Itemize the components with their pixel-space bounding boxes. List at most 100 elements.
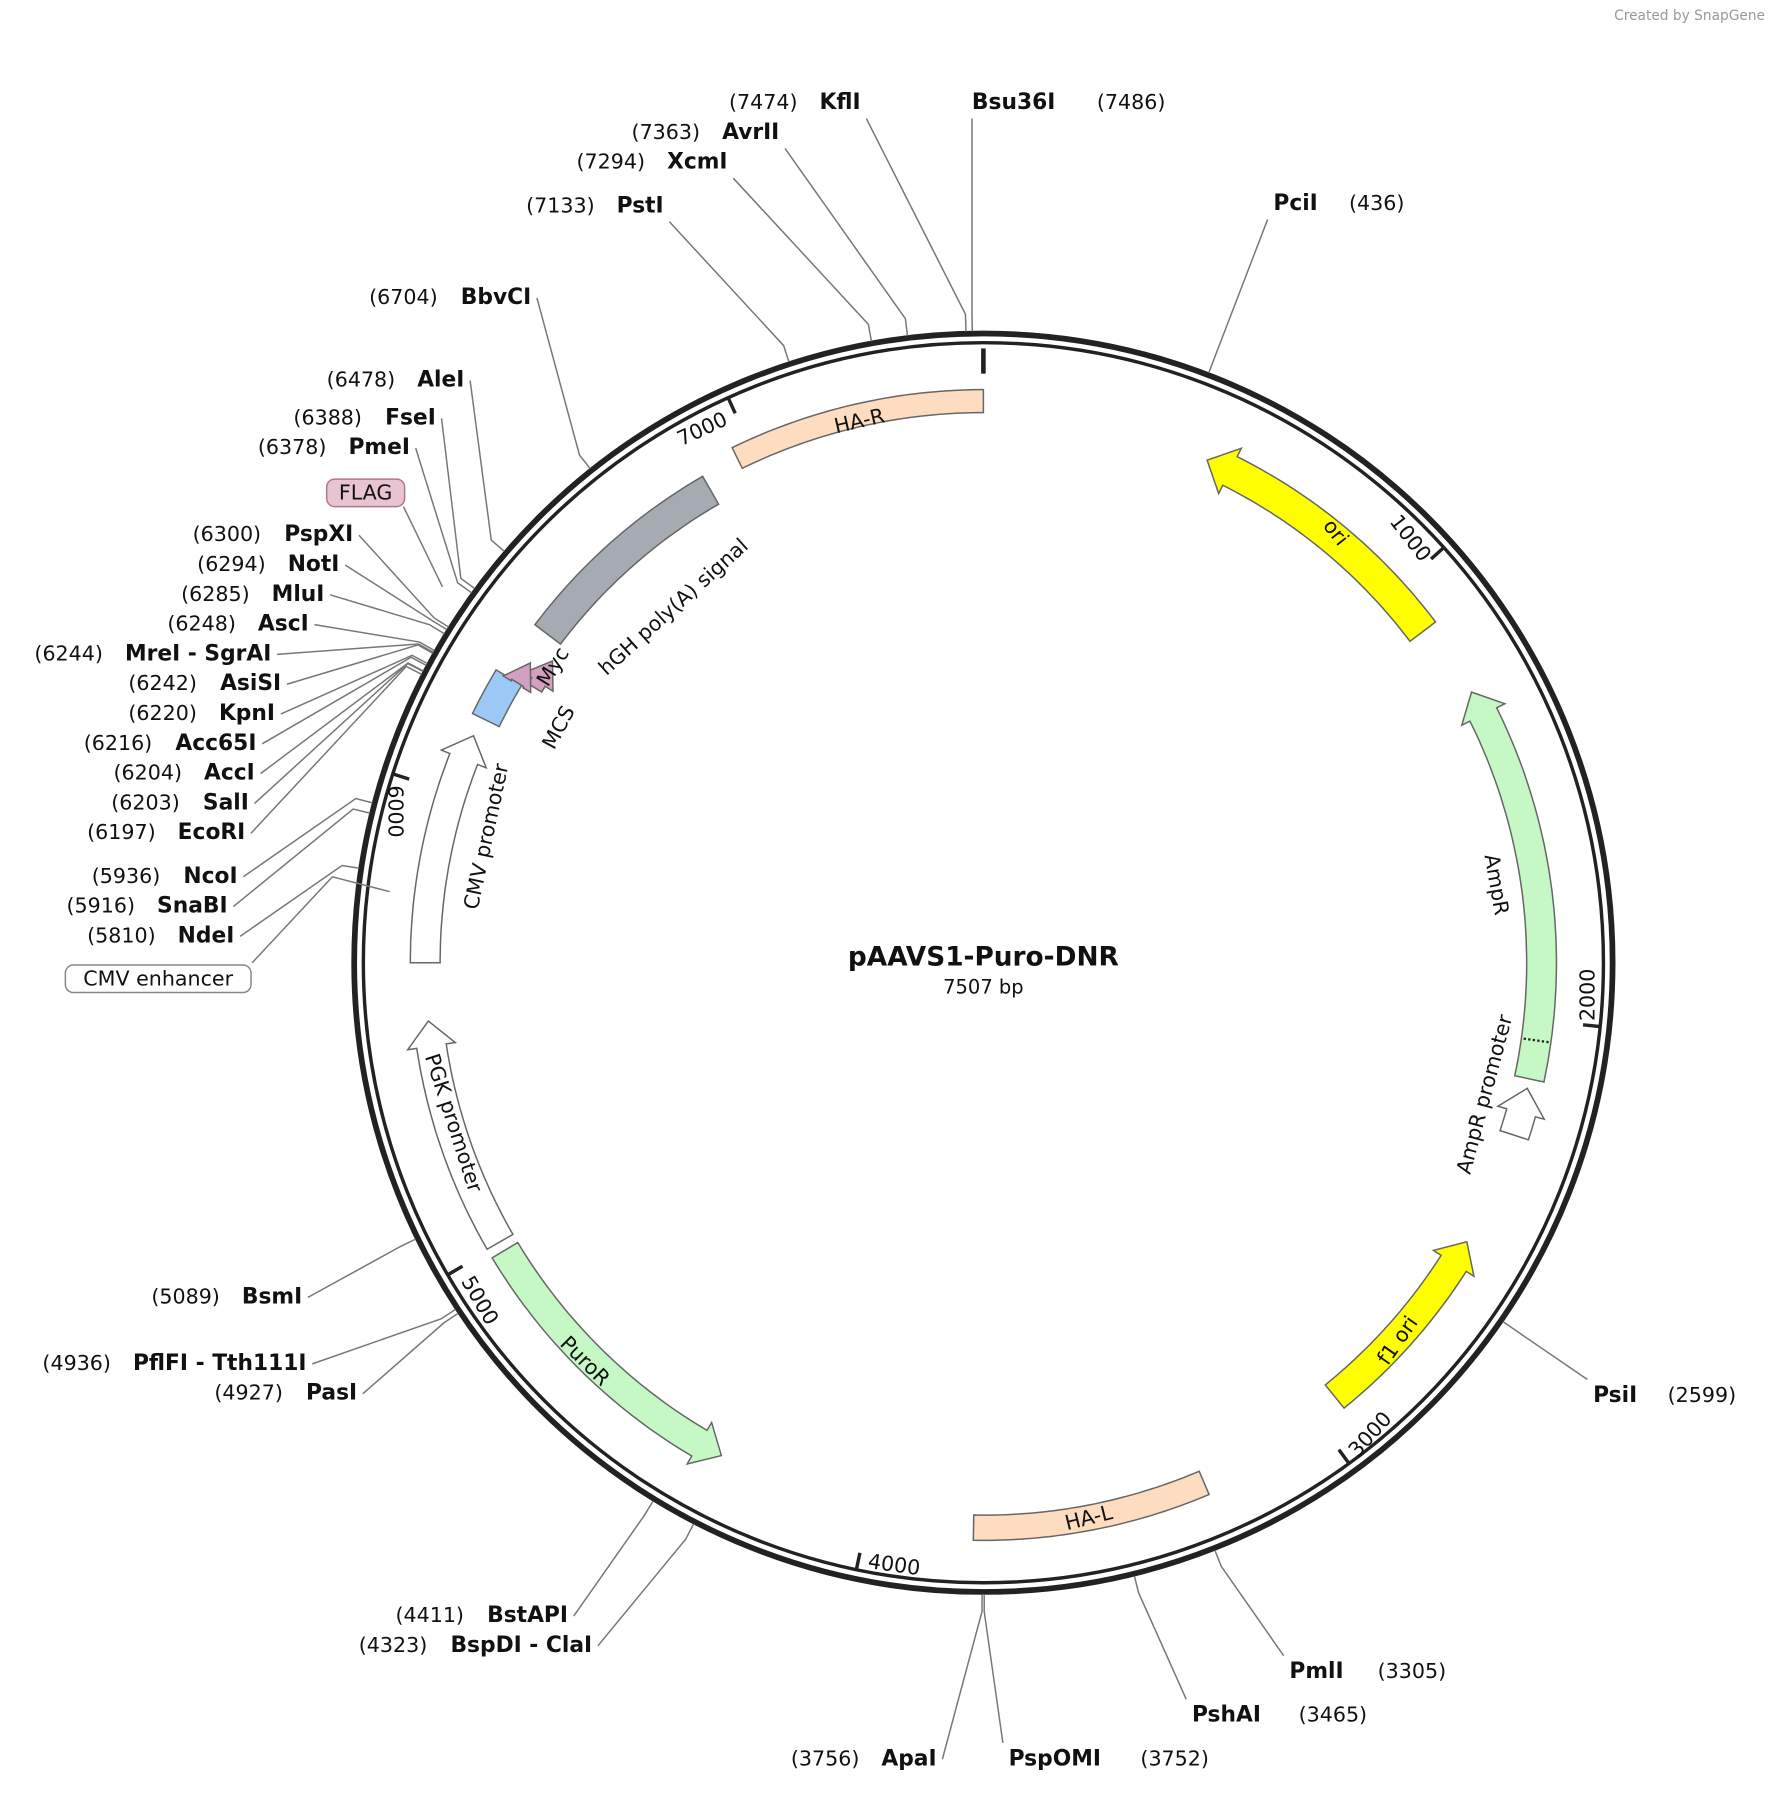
cut-site-line <box>442 418 475 588</box>
cut-site-line <box>363 1313 458 1393</box>
enzyme-label: (4927) PasI <box>214 1381 357 1406</box>
enzyme-name: BsmI <box>242 1284 302 1309</box>
enzyme-position: (2599) <box>1668 1383 1737 1407</box>
watermark: Created by SnapGene <box>1614 8 1765 24</box>
enzyme-label: (6378) PmeI <box>258 435 410 460</box>
enzyme-label: (6216) Acc65I <box>84 731 257 756</box>
enzyme-label: (5810)NdeI <box>87 923 234 948</box>
enzyme-position: (3752) <box>1140 1746 1209 1770</box>
feature-arrow <box>535 476 719 644</box>
enzyme-label: (6294)NotI <box>197 552 339 577</box>
enzyme-label: (6704)BbvCI <box>369 285 531 310</box>
tick-mark <box>393 774 409 779</box>
enzyme-position: (6478) <box>327 368 396 392</box>
enzyme-name: PmeI <box>348 435 410 460</box>
plasmid-name: pAAVS1-Puro-DNR <box>848 943 1119 973</box>
enzyme-position: (6216) <box>84 731 153 755</box>
enzyme-label: (6300)PspXI <box>193 522 354 547</box>
enzyme-name: PflFI - Tth111I <box>133 1351 307 1376</box>
enzyme-position: (6197) <box>87 820 156 844</box>
cut-site-line <box>598 1524 694 1646</box>
enzyme-name: NotI <box>288 552 340 577</box>
enzyme-label: (6197) EcoRI <box>87 820 245 845</box>
enzyme-position: (5916) <box>67 894 136 918</box>
enzyme-name: AleI <box>417 368 464 393</box>
feature-label: MCS <box>537 702 579 753</box>
enzyme-position: (7363) <box>632 120 701 144</box>
enzyme-position: (6204) <box>113 761 182 785</box>
enzyme-name: KpnI <box>219 701 275 726</box>
cut-site-line <box>470 381 504 552</box>
enzyme-position: (5089) <box>151 1284 220 1308</box>
enzyme-label: (4411)BstAPI <box>395 1603 568 1628</box>
cut-site-line <box>277 644 433 654</box>
enzyme-label: (7486)Bsu36I <box>972 90 1165 115</box>
cut-site-line <box>416 448 472 593</box>
tick-label: 6000 <box>383 785 407 837</box>
enzyme-name: SalI <box>203 790 249 815</box>
enzyme-name: AscI <box>258 612 309 637</box>
enzyme-label: (3756)ApaI <box>791 1746 937 1771</box>
enzyme-position: (3305) <box>1378 1659 1447 1683</box>
enzyme-label: (5936)NcoI <box>92 864 238 889</box>
enzyme-position: (6285) <box>181 582 250 606</box>
cut-site-line <box>537 298 590 469</box>
enzyme-position: (6248) <box>167 612 236 636</box>
enzyme-name: XcmI <box>667 150 727 175</box>
enzyme-name: PasI <box>306 1381 357 1406</box>
enzyme-position: (6388) <box>293 405 362 429</box>
feature-arrow <box>492 1242 721 1463</box>
cut-site-line <box>942 1594 982 1759</box>
enzyme-name: Bsu36I <box>972 90 1055 115</box>
enzyme-name: FseI <box>385 405 436 430</box>
enzyme-label: (6244)MreI - SgrAI <box>34 641 271 666</box>
enzyme-name: KflI <box>820 90 861 115</box>
enzyme-name: AvrII <box>722 120 779 145</box>
enzyme-label: (6248) AscI <box>167 612 308 637</box>
feature-label: AmpR <box>1480 852 1514 917</box>
enzyme-name: PspOMI <box>1009 1746 1101 1771</box>
enzyme-label: (7363) AvrII <box>632 120 780 145</box>
cut-site-line <box>330 595 444 634</box>
enzyme-name: BstAPI <box>487 1603 568 1628</box>
enzyme-position: (5810) <box>87 923 156 947</box>
enzyme-position: (6242) <box>128 671 197 695</box>
enzyme-label: (5916) SnaBI <box>67 894 228 919</box>
tick-mark <box>728 398 735 414</box>
enzyme-name: MluI <box>272 582 325 607</box>
cut-site-line <box>243 799 372 877</box>
cut-site-line <box>866 119 966 332</box>
enzyme-name: PmlI <box>1289 1659 1343 1684</box>
cut-site-line <box>733 178 871 341</box>
enzyme-position: (6220) <box>128 701 197 725</box>
enzyme-label: (6478) AleI <box>327 368 465 393</box>
enzyme-label: (2599) PsiI <box>1593 1383 1736 1408</box>
feature-label: HA-L <box>1062 1500 1115 1535</box>
enzyme-label: (5089) BsmI <box>151 1284 302 1309</box>
enzyme-name: PsiI <box>1593 1383 1637 1408</box>
enzyme-name: BspDI - ClaI <box>450 1633 592 1658</box>
enzyme-position: (4927) <box>214 1381 283 1405</box>
feature-arrow <box>1498 1088 1544 1139</box>
enzyme-label: (6203) SalI <box>111 790 249 815</box>
enzyme-name: PshAI <box>1192 1703 1261 1728</box>
enzyme-name: Acc65I <box>175 731 256 756</box>
enzyme-position: (3756) <box>791 1746 860 1770</box>
enzyme-position: (6203) <box>111 790 180 814</box>
enzyme-name: AccI <box>204 761 255 786</box>
enzyme-position: (7474) <box>729 90 798 114</box>
enzyme-label: (7294) XcmI <box>577 150 728 175</box>
enzyme-label: (3752) PspOMI <box>1009 1746 1209 1771</box>
cut-site-line <box>240 866 359 937</box>
enzyme-position: (6704) <box>369 285 438 309</box>
cut-site-line <box>574 1501 653 1616</box>
plasmid-length: 7507 bp <box>943 975 1023 998</box>
cut-site-line <box>785 148 907 335</box>
enzyme-name: EcoRI <box>178 820 246 845</box>
enzyme-name: SnaBI <box>157 894 228 919</box>
enzyme-position: (6378) <box>258 435 327 459</box>
enzyme-position: (7294) <box>577 150 646 174</box>
tick-mark <box>448 1266 463 1275</box>
